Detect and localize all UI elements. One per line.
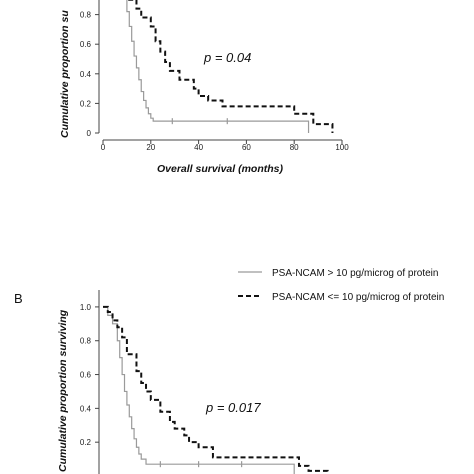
p-value-b: p = 0.017 — [205, 400, 261, 415]
y-tick-label-b: 1.0 — [80, 303, 92, 312]
legend-label-low: PSA-NCAM <= 10 pg/microg of protein — [272, 292, 444, 303]
y-tick-label-b: 0.2 — [80, 438, 92, 447]
y-tick-label-b: 0.6 — [80, 371, 92, 380]
x-tick-label-a: 80 — [290, 143, 299, 152]
axes-a: 0 0.2 0.4 0.6 0.8 0 20 40 60 80 100 — [80, 0, 349, 152]
y-axis-label-b: Cumulative proportion surviving — [57, 309, 69, 472]
axes-b: 0.2 0.4 0.6 0.8 1.0 — [80, 290, 100, 474]
x-tick-label-a: 0 — [101, 143, 106, 152]
legend: PSA-NCAM > 10 pg/microg of protein PSA-N… — [238, 268, 444, 303]
survival-curve-solid-a — [126, 0, 310, 133]
survival-curve-dashed-b — [103, 305, 329, 474]
series-group-a — [125, 0, 334, 133]
y-tick-label-a: 0 — [87, 129, 92, 138]
survival-plot-b: B PSA-NCAM > 10 pg/microg of protein PSA… — [14, 268, 444, 474]
survival-plot-a: Cumulative proportion su Overall surviva… — [59, 0, 349, 175]
y-tick-label-a: 0.6 — [80, 40, 92, 49]
x-axis-label-a: Overall survival (months) — [157, 163, 284, 175]
y-tick-label-a: 0.8 — [80, 11, 92, 20]
y-tick-label-a: 0.2 — [80, 99, 92, 108]
panel-label-b: B — [14, 291, 23, 306]
x-tick-label-a: 60 — [242, 143, 251, 152]
y-tick-label-b: 0.4 — [80, 404, 92, 413]
y-axis-label-a: Cumulative proportion su — [59, 10, 71, 138]
series-group-b — [103, 305, 329, 474]
survival-curve-solid-b — [103, 306, 295, 474]
x-tick-label-a: 20 — [146, 143, 155, 152]
x-tick-label-a: 100 — [335, 143, 349, 152]
survival-curve-dashed-a — [125, 0, 334, 133]
x-tick-label-a: 40 — [194, 143, 203, 152]
y-tick-label-b: 0.8 — [80, 337, 92, 346]
p-value-a: p = 0.04 — [203, 50, 251, 65]
legend-label-high: PSA-NCAM > 10 pg/microg of protein — [272, 268, 438, 279]
y-tick-label-a: 0.4 — [80, 70, 92, 79]
